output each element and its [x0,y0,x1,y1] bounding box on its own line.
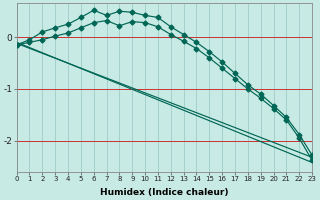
X-axis label: Humidex (Indice chaleur): Humidex (Indice chaleur) [100,188,228,197]
